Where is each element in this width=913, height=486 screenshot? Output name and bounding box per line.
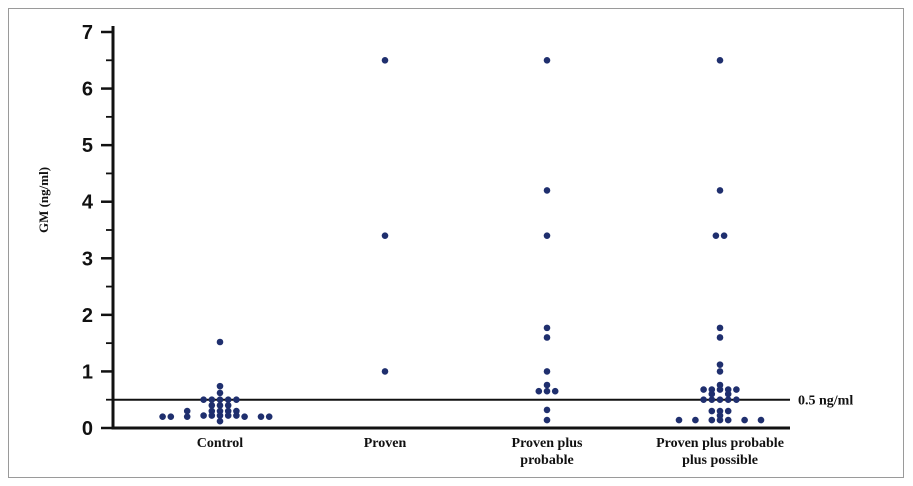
data-point [692, 416, 699, 424]
data-point [733, 386, 740, 393]
data-point [708, 386, 716, 393]
axes [111, 26, 790, 430]
data-point [216, 407, 224, 415]
data-point [700, 386, 707, 393]
data-point [224, 412, 232, 419]
y-tick-label: 1 [82, 361, 93, 383]
data-point [708, 390, 716, 398]
y-axis-ticks: 0 1 2 3 4 5 6 7 [82, 22, 113, 440]
data-point [724, 407, 732, 415]
data-point [675, 416, 683, 424]
data-point [183, 413, 191, 420]
data-point [733, 396, 740, 404]
data-point [208, 396, 216, 404]
y-tick-label: 4 [82, 192, 94, 214]
data-point [216, 338, 224, 346]
data-points [159, 56, 765, 425]
data-point [716, 361, 724, 368]
data-point [543, 381, 551, 389]
data-point [543, 387, 551, 395]
data-point [716, 334, 724, 341]
data-point [257, 413, 265, 420]
x-category-label: Proven plus [512, 436, 583, 451]
data-point [716, 324, 724, 332]
data-point [543, 324, 551, 332]
data-point [543, 334, 551, 341]
y-tick-label: 2 [82, 305, 93, 327]
y-tick-label: 3 [82, 248, 93, 270]
data-point [241, 413, 248, 420]
data-point [712, 232, 720, 239]
data-point [716, 396, 724, 404]
data-point [708, 407, 716, 415]
data-point [208, 402, 216, 409]
data-point [265, 413, 273, 420]
data-point [543, 56, 551, 64]
data-point [216, 382, 224, 390]
data-point [716, 416, 724, 424]
data-point [535, 387, 543, 395]
data-point [167, 413, 175, 420]
data-point [716, 407, 724, 415]
data-point [708, 396, 716, 404]
data-point [200, 396, 207, 404]
data-point [724, 390, 732, 398]
data-point [183, 407, 191, 415]
data-point [233, 407, 240, 415]
data-point [724, 386, 732, 393]
data-point [716, 412, 724, 419]
data-point [543, 416, 551, 424]
data-point [757, 416, 765, 424]
y-axis-label: GM (ng/ml) [36, 167, 51, 233]
data-point [216, 389, 224, 397]
x-axis-categories: Control Proven Proven plus probable Proven p… [197, 436, 784, 468]
data-point [716, 368, 724, 375]
y-tick-label: 5 [82, 135, 93, 157]
data-point [381, 232, 389, 239]
y-tick-label: 0 [82, 418, 93, 440]
data-point [233, 412, 240, 419]
data-point [700, 396, 707, 404]
data-point [720, 232, 728, 239]
data-point [716, 56, 724, 64]
data-point [208, 407, 216, 415]
data-point [381, 368, 389, 375]
data-point [741, 416, 748, 424]
data-point [224, 407, 232, 415]
y-tick-label: 6 [82, 79, 93, 101]
data-point [543, 187, 551, 194]
data-point [208, 412, 216, 419]
x-category-label: Control [197, 436, 244, 451]
data-point [224, 396, 232, 404]
y-tick-label: 7 [82, 22, 93, 44]
data-point [216, 402, 224, 409]
x-category-label: probable [520, 453, 573, 468]
data-point [716, 386, 724, 393]
y-axis-label-text: GM (ng/ml) [36, 167, 51, 233]
data-point [724, 396, 732, 404]
data-point [216, 396, 224, 404]
data-point [716, 187, 724, 194]
x-category-label: plus possible [682, 453, 758, 468]
data-point [224, 402, 232, 409]
data-point [233, 396, 240, 404]
data-point [551, 387, 559, 395]
data-point [381, 56, 389, 64]
data-point [216, 417, 224, 425]
reference-line: 0.5 ng/ml [113, 394, 853, 409]
x-category-label: Proven plus probable [656, 436, 784, 451]
data-point [216, 412, 224, 419]
data-point [543, 232, 551, 239]
data-point [543, 406, 551, 414]
data-point [724, 416, 732, 424]
data-point [159, 413, 166, 420]
reference-line-label: 0.5 ng/ml [798, 394, 853, 409]
data-point [543, 368, 551, 375]
data-point [200, 412, 207, 419]
data-point [708, 416, 716, 424]
data-point [716, 381, 724, 389]
x-category-label: Proven [364, 436, 407, 451]
